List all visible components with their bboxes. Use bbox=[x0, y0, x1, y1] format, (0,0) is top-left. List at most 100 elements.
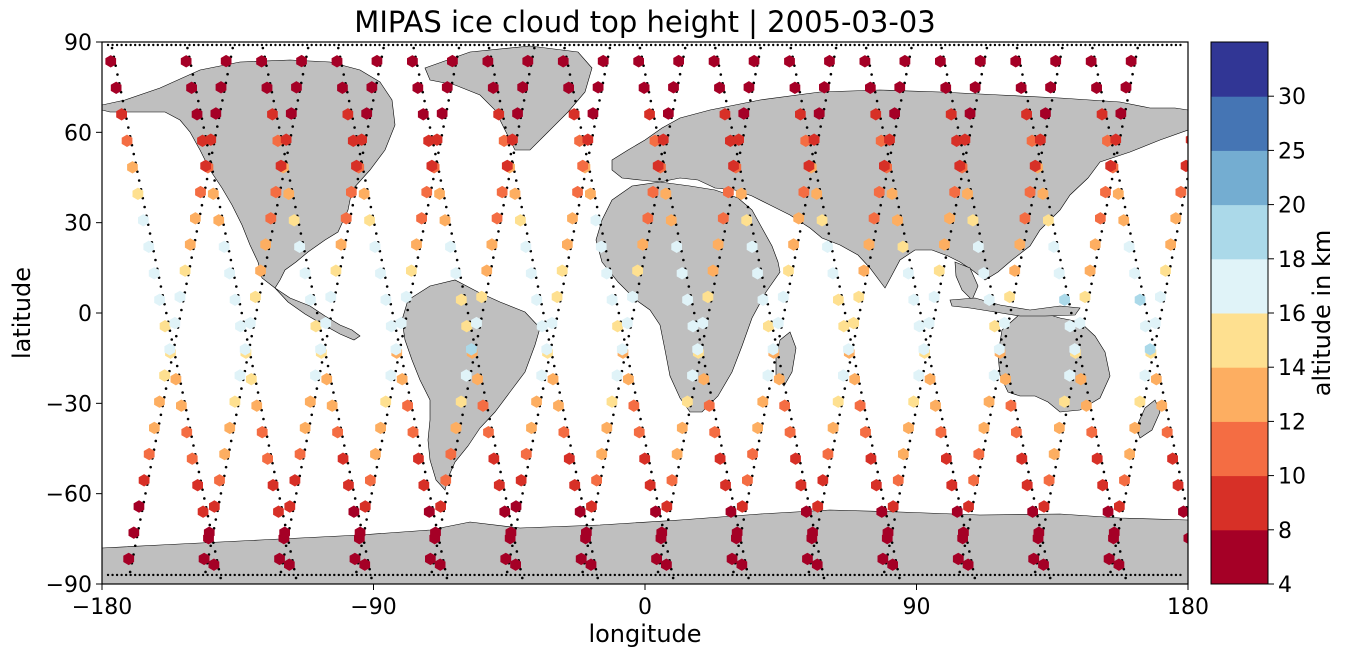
cloud-hexagon bbox=[239, 343, 251, 356]
track-dot bbox=[385, 413, 389, 417]
colorbar-segment bbox=[1211, 258, 1268, 314]
track-dot bbox=[536, 285, 540, 288]
polar-dot bbox=[989, 43, 992, 47]
cloud-hexagon bbox=[945, 108, 957, 121]
track-dot bbox=[678, 72, 682, 76]
track-dot bbox=[286, 151, 289, 155]
polar-dot bbox=[581, 573, 585, 577]
cloud-hexagon bbox=[644, 108, 655, 121]
polar-dot bbox=[509, 43, 512, 47]
track-dot bbox=[724, 99, 728, 103]
cloud-hexagon bbox=[385, 320, 397, 333]
track-dot bbox=[612, 413, 615, 417]
track-dot bbox=[672, 492, 675, 495]
track-dot bbox=[562, 408, 565, 412]
track-dot bbox=[642, 256, 646, 259]
cloud-hexagon bbox=[687, 320, 699, 333]
cloud-hexagon bbox=[1091, 452, 1103, 465]
track-dot bbox=[934, 308, 937, 312]
cloud-hexagon bbox=[973, 240, 984, 253]
track-dot bbox=[583, 514, 587, 518]
cloud-hexagon bbox=[714, 81, 725, 94]
polar-dot bbox=[360, 43, 363, 47]
track-dot bbox=[1123, 205, 1127, 209]
polar-dot bbox=[106, 573, 110, 577]
cloud-hexagon bbox=[421, 185, 433, 199]
track-dot bbox=[245, 338, 249, 341]
cloud-hexagon bbox=[337, 452, 349, 465]
track-dot bbox=[601, 465, 605, 469]
polar-dot bbox=[672, 573, 675, 577]
polar-dot bbox=[1052, 43, 1055, 47]
track-dot bbox=[889, 151, 893, 155]
cloud-hexagon bbox=[498, 134, 510, 147]
polar-dot bbox=[1097, 43, 1101, 47]
polar-dot bbox=[477, 43, 481, 47]
polar-dot bbox=[432, 43, 436, 47]
track-dot bbox=[1055, 72, 1059, 76]
cloud-hexagon bbox=[676, 267, 688, 280]
polar-dot bbox=[753, 573, 757, 577]
polar-dot bbox=[129, 573, 132, 577]
cloud-hexagon bbox=[510, 558, 521, 571]
cloud-hexagon bbox=[466, 343, 477, 356]
track-dot bbox=[697, 361, 701, 364]
track-dot bbox=[346, 461, 350, 465]
polar-dot bbox=[939, 43, 942, 47]
polar-dot bbox=[925, 573, 929, 577]
track-dot bbox=[1140, 285, 1143, 288]
cloud-hexagon bbox=[209, 500, 220, 513]
cloud-hexagon bbox=[824, 54, 835, 68]
cloud-hexagon bbox=[951, 505, 963, 518]
cloud-hexagon bbox=[215, 81, 227, 94]
track-dot bbox=[512, 151, 516, 155]
colorbar-tick-label: 4 bbox=[1278, 573, 1292, 598]
cloud-hexagon bbox=[1134, 395, 1146, 408]
polar-dot bbox=[690, 43, 693, 47]
polar-dot bbox=[1016, 43, 1019, 47]
polar-dot bbox=[686, 573, 689, 577]
track-dot bbox=[496, 90, 500, 94]
cloud-hexagon bbox=[908, 293, 920, 306]
cloud-hexagon bbox=[1170, 212, 1182, 225]
track-dot bbox=[552, 364, 556, 368]
cloud-hexagon bbox=[546, 316, 558, 330]
cloud-hexagon bbox=[633, 55, 644, 68]
polar-dot bbox=[581, 43, 585, 47]
track-dot bbox=[445, 492, 449, 495]
polar-dot bbox=[545, 573, 549, 577]
track-dot bbox=[434, 152, 437, 156]
track-dot bbox=[632, 382, 635, 385]
track-dot bbox=[790, 417, 793, 421]
cloud-hexagon bbox=[898, 447, 909, 461]
polar-dot bbox=[799, 43, 802, 47]
track-dot bbox=[608, 46, 612, 50]
polar-dot bbox=[885, 43, 888, 47]
cloud-hexagon bbox=[371, 54, 383, 68]
track-dot bbox=[116, 73, 119, 76]
cloud-hexagon bbox=[261, 81, 273, 94]
polar-dot bbox=[808, 43, 811, 47]
cloud-hexagon bbox=[380, 395, 392, 408]
cloud-hexagon bbox=[496, 185, 508, 199]
track-dot bbox=[737, 544, 740, 548]
track-dot bbox=[1165, 282, 1169, 286]
track-dot bbox=[218, 205, 222, 209]
track-dot bbox=[1109, 570, 1112, 574]
cloud-hexagon bbox=[939, 238, 950, 251]
polar-dot bbox=[437, 573, 440, 577]
colorbar-segment bbox=[1211, 42, 1268, 97]
polar-dot bbox=[1138, 43, 1141, 47]
track-dot bbox=[1124, 492, 1128, 495]
track-dot bbox=[281, 177, 284, 181]
cloud-hexagon bbox=[800, 134, 812, 147]
cloud-hexagon bbox=[1119, 474, 1130, 487]
track-dot bbox=[771, 329, 775, 332]
cloud-hexagon bbox=[832, 395, 844, 408]
track-dot bbox=[341, 256, 344, 259]
track-dot bbox=[682, 439, 685, 443]
track-dot bbox=[718, 435, 721, 438]
polar-dot bbox=[251, 573, 255, 577]
track-dot bbox=[1194, 550, 1197, 553]
cloud-hexagon bbox=[838, 369, 849, 382]
